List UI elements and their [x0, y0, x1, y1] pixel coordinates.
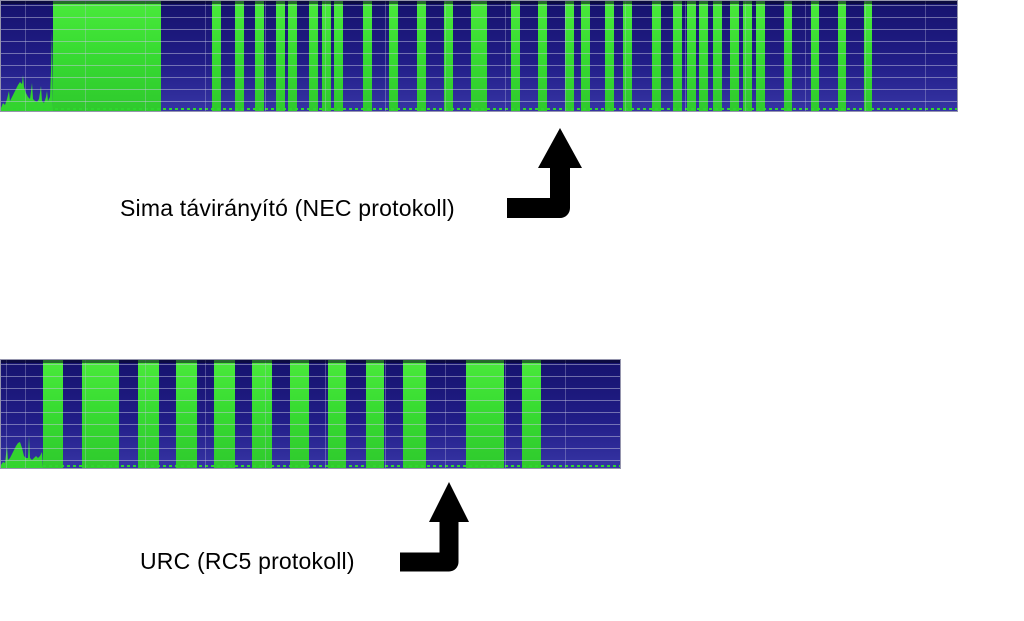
signal-pulse	[538, 1, 547, 111]
noise-polygon	[1, 436, 43, 468]
signal-pulse	[176, 360, 197, 468]
label-rc5: URC (RC5 protokoll)	[140, 548, 355, 574]
signal-pulse	[334, 1, 343, 111]
signal-pulse	[687, 1, 696, 111]
signal-pulse	[363, 1, 372, 111]
signal-pulse	[673, 1, 682, 111]
signal-pulse	[756, 1, 765, 111]
signal-pulse	[138, 360, 159, 468]
signal-pulse	[322, 1, 331, 111]
signal-pulse	[214, 360, 235, 468]
signal-pulse	[511, 1, 520, 111]
signal-pulse	[366, 360, 384, 468]
signal-pulse	[730, 1, 739, 111]
waveform-strip-nec	[0, 0, 958, 112]
band-top-strip	[1, 360, 620, 363]
signal-pulse	[43, 360, 63, 468]
signal-pulse	[522, 360, 541, 468]
signal-pulse	[276, 1, 285, 111]
band-top-strip	[1, 1, 957, 4]
signal-pulse	[743, 1, 752, 111]
signal-pulse	[403, 360, 426, 468]
signal-pulse	[417, 1, 426, 111]
signal-pulse	[309, 1, 318, 111]
signal-pulse	[652, 1, 661, 111]
signal-pulse	[389, 1, 398, 111]
signal-pulse	[53, 1, 161, 111]
zero-baseline	[1, 108, 957, 110]
signal-pulse	[811, 1, 819, 111]
signal-pulse	[623, 1, 632, 111]
signal-pulse	[82, 360, 119, 468]
noise-polygon	[1, 31, 53, 111]
signal-pulse	[212, 1, 221, 111]
signal-pulse	[288, 1, 297, 111]
signal-pulse	[471, 1, 487, 111]
signal-pulse	[581, 1, 590, 111]
signal-pulse	[252, 360, 272, 468]
curved-up-arrow-rc5	[400, 482, 469, 572]
signal-pulse	[328, 360, 346, 468]
waveform-strip-rc5	[0, 359, 621, 469]
zero-baseline	[1, 465, 620, 467]
curved-up-arrow-nec	[507, 128, 582, 218]
signal-pulse	[864, 1, 872, 111]
signal-pulse	[713, 1, 722, 111]
signal-pulse	[784, 1, 792, 111]
signal-pulse	[444, 1, 453, 111]
signal-pulse	[565, 1, 574, 111]
signal-pulse	[255, 1, 264, 111]
signal-pulse	[235, 1, 244, 111]
signal-pulse	[699, 1, 708, 111]
signal-pulse	[605, 1, 614, 111]
signal-pulse	[466, 360, 504, 468]
label-nec: Sima távirányító (NEC protokoll)	[120, 195, 455, 221]
signal-pulse	[290, 360, 309, 468]
signal-pulse	[838, 1, 846, 111]
